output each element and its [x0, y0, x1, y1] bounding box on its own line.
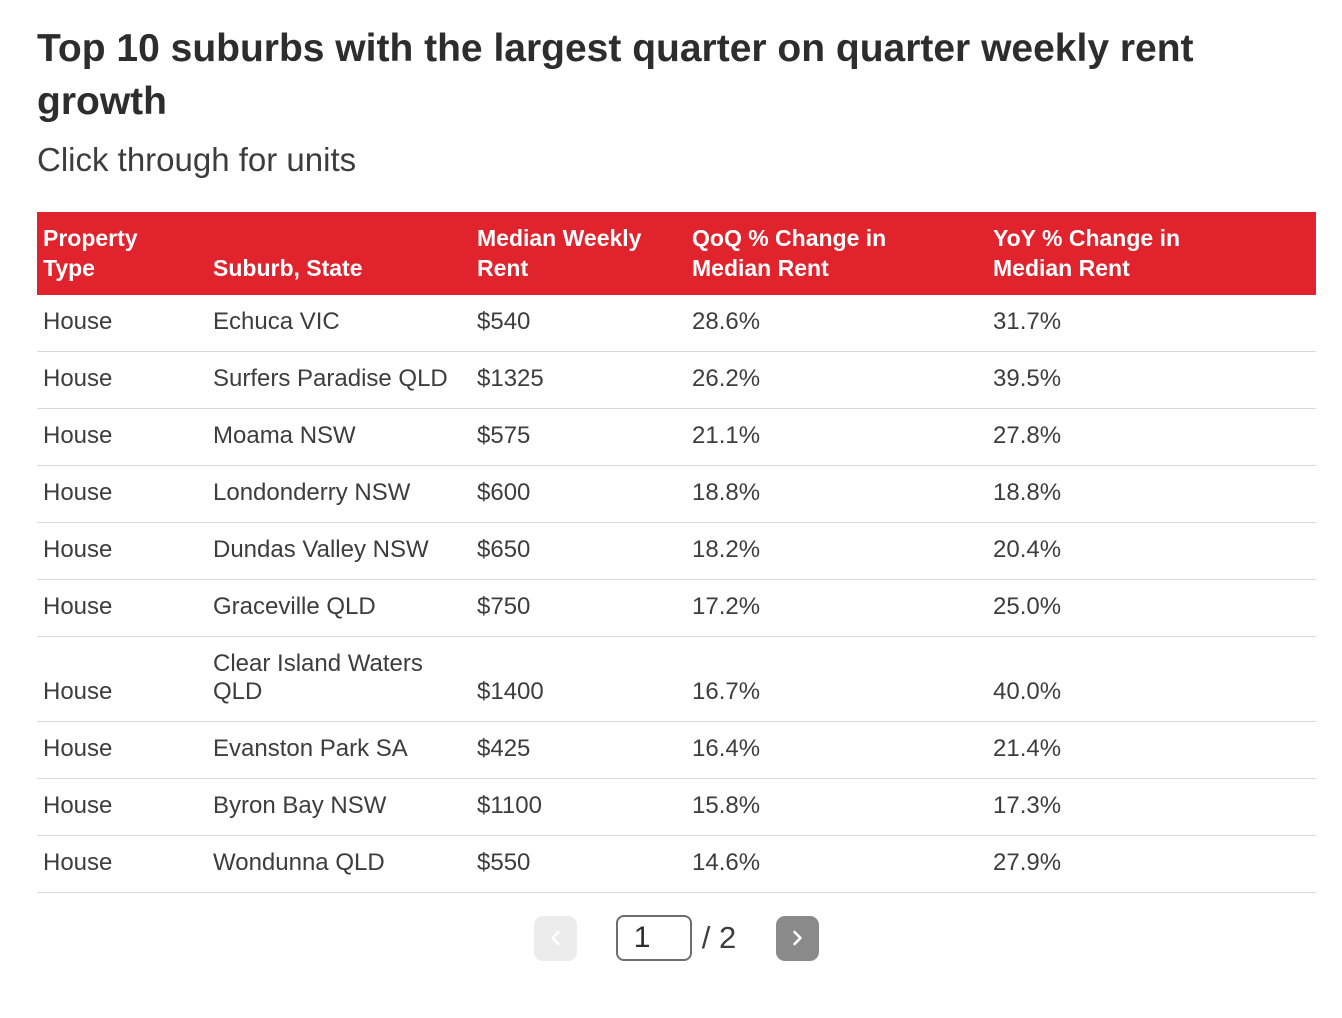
- table-row: House Clear Island Waters QLD $1400 16.7% 40…: [37, 636, 1316, 722]
- cell-qoq-change: 21.1%: [686, 408, 987, 466]
- cell-property-type: House: [37, 721, 207, 779]
- cell-qoq-change: 18.8%: [686, 465, 987, 523]
- cell-property-type: House: [37, 351, 207, 409]
- cell-median-weekly-rent: $550: [471, 835, 686, 893]
- table-row: House Byron Bay NSW $1100 15.8% 17.3%: [37, 778, 1316, 836]
- rent-growth-table: Property Type Suburb, State Median Weekl…: [37, 212, 1316, 893]
- cell-suburb-state: Graceville QLD: [207, 579, 471, 637]
- cell-median-weekly-rent: $1100: [471, 778, 686, 836]
- table-row: House Surfers Paradise QLD $1325 26.2% 39.5%: [37, 351, 1316, 409]
- cell-qoq-change: 18.2%: [686, 522, 987, 580]
- cell-suburb-state: Echuca VIC: [207, 295, 471, 352]
- cell-median-weekly-rent: $750: [471, 579, 686, 637]
- cell-qoq-change: 16.4%: [686, 721, 987, 779]
- cell-median-weekly-rent: $600: [471, 465, 686, 523]
- rent-growth-widget: Top 10 suburbs with the largest quarter …: [37, 27, 1316, 961]
- cell-qoq-change: 17.2%: [686, 579, 987, 637]
- cell-property-type: House: [37, 835, 207, 893]
- cell-suburb-state: Moama NSW: [207, 408, 471, 466]
- cell-suburb-state: Surfers Paradise QLD: [207, 351, 471, 409]
- chevron-right-icon: [791, 929, 804, 947]
- cell-qoq-change: 28.6%: [686, 295, 987, 352]
- table-row: House Echuca VIC $540 28.6% 31.7%: [37, 295, 1316, 352]
- cell-yoy-change: 20.4%: [987, 522, 1316, 580]
- col-header-median-weekly-rent: Median Weekly Rent: [471, 212, 686, 295]
- cell-suburb-state: Byron Bay NSW: [207, 778, 471, 836]
- cell-property-type: House: [37, 636, 207, 722]
- table-row: House Graceville QLD $750 17.2% 25.0%: [37, 579, 1316, 637]
- table-row: House Evanston Park SA $425 16.4% 21.4%: [37, 721, 1316, 779]
- cell-median-weekly-rent: $540: [471, 295, 686, 352]
- col-header-property-type: Property Type: [37, 212, 207, 295]
- cell-median-weekly-rent: $1325: [471, 351, 686, 409]
- cell-suburb-state: Clear Island Waters QLD: [207, 636, 471, 722]
- cell-median-weekly-rent: $575: [471, 408, 686, 466]
- page-subtitle: Click through for units: [37, 141, 357, 178]
- chevron-left-icon: [549, 929, 562, 947]
- cell-qoq-change: 26.2%: [686, 351, 987, 409]
- col-header-suburb-state: Suburb, State: [207, 212, 471, 295]
- pagination: / 2: [37, 915, 1316, 961]
- cell-property-type: House: [37, 522, 207, 580]
- cell-yoy-change: 25.0%: [987, 579, 1316, 637]
- col-header-qoq-change: QoQ % Change in Median Rent: [686, 212, 987, 295]
- cell-qoq-change: 14.6%: [686, 835, 987, 893]
- cell-qoq-change: 15.8%: [686, 778, 987, 836]
- cell-yoy-change: 18.8%: [987, 465, 1316, 523]
- page-number-input[interactable]: [615, 915, 692, 961]
- cell-property-type: House: [37, 465, 207, 523]
- cell-property-type: House: [37, 408, 207, 466]
- cell-property-type: House: [37, 295, 207, 352]
- page-title: Top 10 suburbs with the largest quarter …: [37, 27, 1194, 123]
- cell-yoy-change: 39.5%: [987, 351, 1316, 409]
- cell-suburb-state: Dundas Valley NSW: [207, 522, 471, 580]
- cell-yoy-change: 27.8%: [987, 408, 1316, 466]
- page-total-label: / 2: [701, 920, 737, 955]
- cell-yoy-change: 27.9%: [987, 835, 1316, 893]
- cell-yoy-change: 17.3%: [987, 778, 1316, 836]
- next-page-button[interactable]: [776, 915, 820, 961]
- table-row: House Moama NSW $575 21.1% 27.8%: [37, 408, 1316, 466]
- cell-suburb-state: Wondunna QLD: [207, 835, 471, 893]
- table-row: House Londonderry NSW $600 18.8% 18.8%: [37, 465, 1316, 523]
- cell-suburb-state: Evanston Park SA: [207, 721, 471, 779]
- col-header-yoy-change: YoY % Change in Median Rent: [987, 212, 1316, 295]
- cell-yoy-change: 31.7%: [987, 295, 1316, 352]
- table-row: House Wondunna QLD $550 14.6% 27.9%: [37, 835, 1316, 893]
- cell-yoy-change: 40.0%: [987, 636, 1316, 722]
- table-row: House Dundas Valley NSW $650 18.2% 20.4%: [37, 522, 1316, 580]
- cell-property-type: House: [37, 778, 207, 836]
- cell-qoq-change: 16.7%: [686, 636, 987, 722]
- table-header-row: Property Type Suburb, State Median Weekl…: [37, 212, 1316, 295]
- cell-suburb-state: Londonderry NSW: [207, 465, 471, 523]
- cell-median-weekly-rent: $1400: [471, 636, 686, 722]
- cell-median-weekly-rent: $425: [471, 721, 686, 779]
- cell-property-type: House: [37, 579, 207, 637]
- prev-page-button[interactable]: [533, 915, 577, 961]
- cell-yoy-change: 21.4%: [987, 721, 1316, 779]
- cell-median-weekly-rent: $650: [471, 522, 686, 580]
